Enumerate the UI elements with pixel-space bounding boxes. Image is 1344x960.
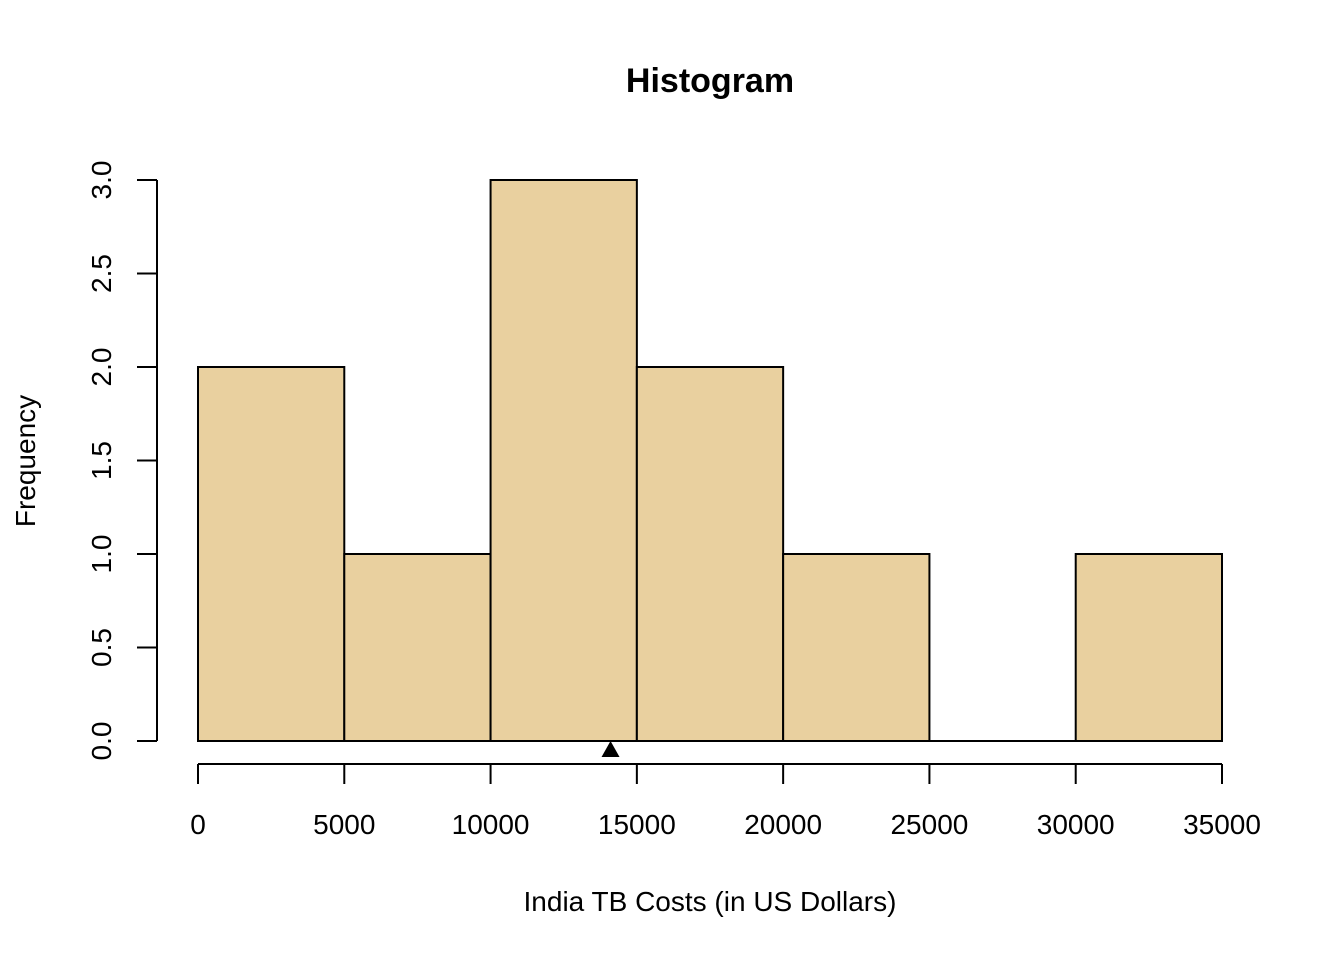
x-tick-label-1: 5000 — [313, 809, 375, 840]
y-axis: 0.0 0.5 1.0 1.5 2.0 2.5 3.0 — [86, 161, 158, 761]
y-tick-label-4: 2.0 — [86, 348, 117, 387]
histogram-bar-6 — [1074, 553, 1223, 742]
x-axis: 0 5000 10000 15000 20000 25000 30000 35000 — [190, 763, 1261, 840]
y-tick-label-1: 0.5 — [86, 628, 117, 667]
y-tick-label-3: 1.5 — [86, 441, 117, 480]
x-tick-label-2: 10000 — [452, 809, 530, 840]
x-tick-label-5: 25000 — [890, 809, 968, 840]
x-tick-label-0: 0 — [190, 809, 206, 840]
x-tick-label-6: 30000 — [1037, 809, 1115, 840]
histogram-bar-4 — [782, 553, 931, 742]
bars-group — [197, 179, 1223, 742]
y-tick-label-0: 0.0 — [86, 722, 117, 761]
x-tick-label-4: 20000 — [744, 809, 822, 840]
histogram-bar-1 — [343, 553, 492, 742]
y-tick-label-5: 2.5 — [86, 254, 117, 293]
mean-marker-triangle — [601, 741, 620, 757]
histogram-bar-3 — [635, 366, 785, 742]
chart-title: Histogram — [626, 62, 794, 100]
y-axis-label: Frequency — [10, 395, 41, 527]
histogram-bar-2 — [489, 179, 638, 742]
x-tick-label-3: 15000 — [598, 809, 676, 840]
x-tick-label-7: 35000 — [1183, 809, 1261, 840]
histogram-bar-0 — [197, 366, 346, 742]
y-tick-label-2: 1.0 — [86, 535, 117, 574]
x-axis-label: India TB Costs (in US Dollars) — [524, 886, 897, 917]
marker-group — [601, 741, 620, 757]
y-tick-label-6: 3.0 — [86, 161, 117, 200]
